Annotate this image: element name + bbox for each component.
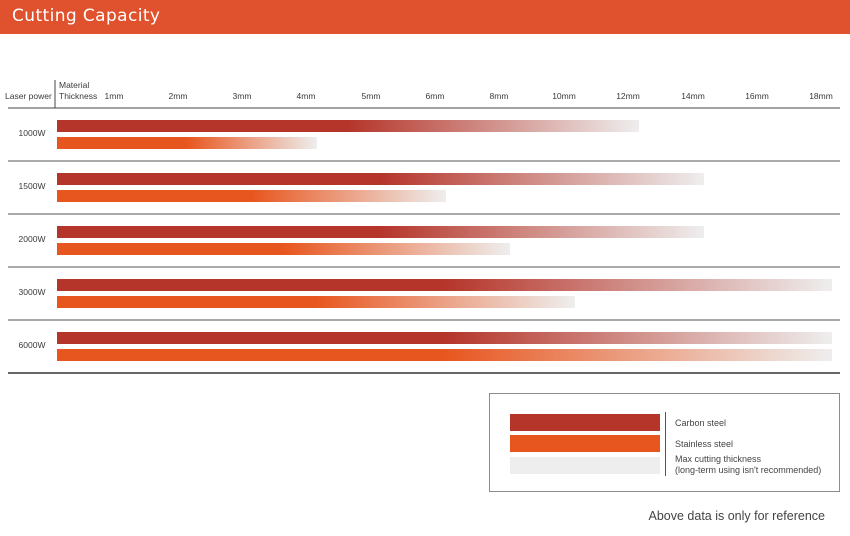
- x-tick-label-10mm: 10mm: [552, 91, 576, 101]
- legend: Carbon steel Stainless steel Max cutting…: [489, 393, 840, 492]
- row-label-6000W: 6000W: [19, 340, 46, 350]
- bar-3000W-carbon-steel: [57, 279, 832, 291]
- x-tick-label-2mm: 2mm: [169, 91, 188, 101]
- legend-label-max-thickness: Max cutting thickness: [675, 454, 762, 464]
- legend-swatch-stainless-steel: [510, 435, 660, 452]
- legend-swatch-max-thickness: [510, 457, 660, 474]
- row-header-label: Laser power: [5, 91, 52, 101]
- row-label-1000W: 1000W: [19, 128, 46, 138]
- reference-footnote: Above data is only for reference: [648, 509, 826, 523]
- legend-label-stainless-steel: Stainless steel: [675, 439, 734, 449]
- x-tick-label-8mm: 8mm: [490, 91, 509, 101]
- bar-1000W-stainless-steel: [57, 137, 317, 149]
- x-tick-label-12mm: 12mm: [616, 91, 640, 101]
- column-header-label-1: Material: [59, 80, 89, 90]
- row-label-3000W: 3000W: [19, 287, 46, 297]
- bar-1500W-stainless-steel: [57, 190, 446, 202]
- legend-swatch-carbon-steel: [510, 414, 660, 431]
- legend-label-carbon-steel: Carbon steel: [675, 418, 727, 428]
- row-label-1500W: 1500W: [19, 181, 46, 191]
- x-tick-label-5mm: 5mm: [362, 91, 381, 101]
- title-banner: Cutting Capacity: [0, 0, 850, 34]
- x-tick-label-16mm: 16mm: [745, 91, 769, 101]
- column-header-label-2: Thickness: [59, 91, 97, 101]
- cutting-capacity-chart: Laser power Material Thickness 1mm 2mm 3mm…: [5, 80, 840, 374]
- x-tick-label-4mm: 4mm: [297, 91, 316, 101]
- bar-1000W-carbon-steel: [57, 120, 639, 132]
- page-title: Cutting Capacity: [12, 6, 161, 26]
- bar-6000W-carbon-steel: [57, 332, 832, 344]
- x-tick-label-14mm: 14mm: [681, 91, 705, 101]
- x-tick-label-3mm: 3mm: [233, 91, 252, 101]
- bar-6000W-stainless-steel: [57, 349, 832, 361]
- bar-2000W-carbon-steel: [57, 226, 704, 238]
- bar-2000W-stainless-steel: [57, 243, 510, 255]
- x-tick-label-6mm: 6mm: [426, 91, 445, 101]
- legend-divider: [665, 412, 666, 476]
- row-label-2000W: 2000W: [19, 234, 46, 244]
- bar-1500W-carbon-steel: [57, 173, 704, 185]
- bar-3000W-stainless-steel: [57, 296, 575, 308]
- legend-label-max-thickness-note: (long-term using isn't recommended): [675, 465, 822, 475]
- x-tick-label-1mm: 1mm: [105, 91, 124, 101]
- x-tick-label-18mm: 18mm: [809, 91, 833, 101]
